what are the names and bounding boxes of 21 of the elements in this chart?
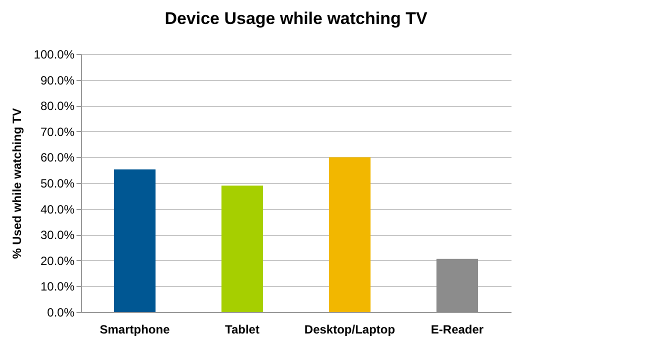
y-tick-label: 0.0% (47, 306, 75, 320)
x-tick-label: Smartphone (100, 322, 170, 336)
bar (114, 169, 156, 312)
y-tick-label: 80.0% (40, 99, 75, 114)
bar (221, 186, 264, 312)
y-tick-label: 70.0% (40, 124, 75, 139)
y-tick-label: 30.0% (40, 228, 75, 242)
y-tick-label: 40.0% (40, 202, 75, 216)
bar (436, 258, 478, 312)
y-tick-label: 10.0% (40, 280, 75, 294)
y-tick-label: 50.0% (40, 176, 75, 190)
chart-title: Device Usage while watching TV (164, 9, 428, 28)
y-tick-label: 20.0% (40, 254, 75, 268)
y-axis-title: % Used while watching TV (10, 108, 24, 259)
y-tick-label: 60.0% (40, 150, 75, 165)
y-tick-label: 100.0% (34, 48, 75, 62)
x-tick-label: E-Reader (430, 322, 484, 336)
y-tick-label: 90.0% (40, 73, 75, 88)
x-tick-label: Tablet (225, 322, 260, 336)
bar (328, 157, 371, 312)
x-tick-label: Desktop/Laptop (304, 322, 396, 336)
